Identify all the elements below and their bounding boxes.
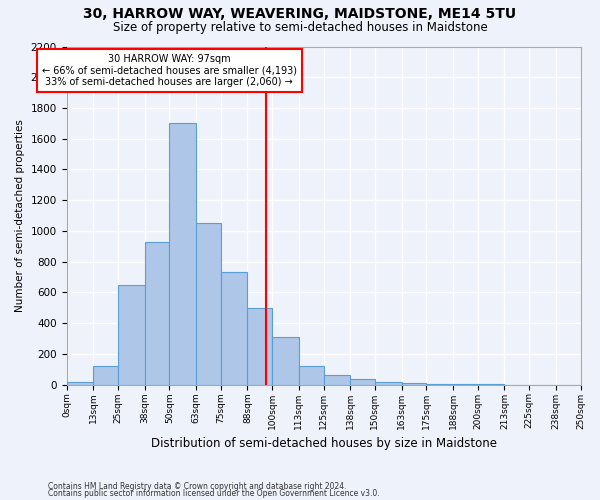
Bar xyxy=(169,124,196,384)
Bar xyxy=(299,366,323,384)
Y-axis label: Number of semi-detached properties: Number of semi-detached properties xyxy=(15,119,25,312)
Text: 30 HARROW WAY: 97sqm
← 66% of semi-detached houses are smaller (4,193)
33% of se: 30 HARROW WAY: 97sqm ← 66% of semi-detac… xyxy=(42,54,297,88)
Bar xyxy=(221,272,247,384)
Bar xyxy=(93,366,118,384)
Bar xyxy=(196,224,221,384)
Text: Size of property relative to semi-detached houses in Maidstone: Size of property relative to semi-detach… xyxy=(113,21,487,34)
X-axis label: Distribution of semi-detached houses by size in Maidstone: Distribution of semi-detached houses by … xyxy=(151,437,497,450)
Bar xyxy=(247,308,272,384)
Bar xyxy=(272,337,299,384)
Bar xyxy=(350,378,375,384)
Bar xyxy=(375,382,401,384)
Text: Contains public sector information licensed under the Open Government Licence v3: Contains public sector information licen… xyxy=(48,490,380,498)
Bar xyxy=(323,374,350,384)
Text: Contains HM Land Registry data © Crown copyright and database right 2024.: Contains HM Land Registry data © Crown c… xyxy=(48,482,347,491)
Bar xyxy=(67,382,93,384)
Bar xyxy=(118,284,145,384)
Text: 30, HARROW WAY, WEAVERING, MAIDSTONE, ME14 5TU: 30, HARROW WAY, WEAVERING, MAIDSTONE, ME… xyxy=(83,8,517,22)
Bar xyxy=(145,242,169,384)
